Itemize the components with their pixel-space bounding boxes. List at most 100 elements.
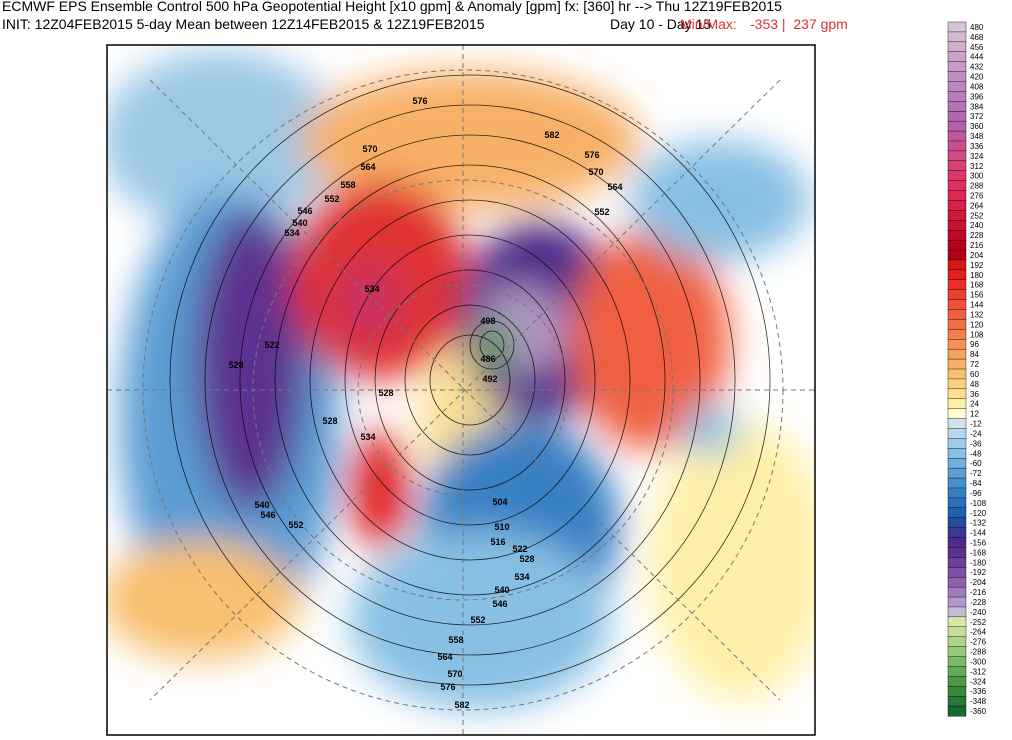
colorbar-label: -60 xyxy=(970,459,982,468)
colorbar-swatch xyxy=(947,140,967,152)
colorbar-label: 348 xyxy=(970,132,984,141)
colorbar-swatch xyxy=(947,210,967,221)
colorbar-label: -228 xyxy=(970,598,987,607)
colorbar-swatch xyxy=(947,626,967,638)
contour-label: 486 xyxy=(480,354,495,364)
colorbar-swatch xyxy=(947,438,967,449)
colorbar-swatch xyxy=(947,477,967,489)
colorbar-label: -132 xyxy=(970,519,987,528)
colorbar-swatch xyxy=(947,220,967,231)
contour-label: 564 xyxy=(437,652,452,662)
colorbar-label: 480 xyxy=(970,23,984,32)
contour-label: 534 xyxy=(364,284,379,294)
colorbar-swatch xyxy=(947,388,967,400)
contour-label: 528 xyxy=(228,360,243,370)
colorbar-label: -360 xyxy=(970,707,987,716)
colorbar-label: -336 xyxy=(970,687,987,696)
colorbar-label: 156 xyxy=(970,291,984,300)
subtitle-line: INIT: 12Z04FEB2015 5-day Mean between 12… xyxy=(2,16,485,32)
colorbar-label: 48 xyxy=(970,380,979,389)
colorbar-label: 288 xyxy=(970,182,984,191)
contour-label: 576 xyxy=(440,682,455,692)
colorbar-label: 312 xyxy=(970,162,984,171)
colorbar-swatch xyxy=(947,170,967,182)
colorbar-label: 372 xyxy=(970,112,984,121)
contour-label: 552 xyxy=(470,615,485,625)
contour-label: 504 xyxy=(492,497,507,507)
colorbar-swatch xyxy=(947,329,967,340)
contour-label: 528 xyxy=(519,554,534,564)
colorbar-swatch xyxy=(947,309,967,320)
colorbar-swatch xyxy=(947,705,967,717)
colorbar-label: -348 xyxy=(970,697,987,706)
contour-label: 576 xyxy=(412,96,427,106)
contour-label: 570 xyxy=(362,144,377,154)
colorbar-swatch xyxy=(947,695,967,707)
colorbar-swatch xyxy=(947,428,967,439)
colorbar-swatch xyxy=(947,120,967,132)
colorbar-swatch xyxy=(947,676,967,687)
colorbar-swatch xyxy=(947,487,967,499)
contour-label: 558 xyxy=(340,180,355,190)
colorbar-swatch xyxy=(947,517,967,529)
contour-label: 564 xyxy=(607,182,622,192)
colorbar-swatch xyxy=(947,130,967,142)
colorbar-label: 120 xyxy=(970,320,984,329)
contour-label: 570 xyxy=(447,669,462,679)
colorbar-swatch xyxy=(947,91,967,102)
colorbar-label: 216 xyxy=(970,241,984,250)
colorbar-label: 132 xyxy=(970,310,984,319)
colorbar-swatch xyxy=(947,586,967,598)
colorbar-swatch xyxy=(947,61,967,73)
contour-label: 546 xyxy=(260,510,275,520)
colorbar-swatch xyxy=(947,348,967,360)
contour-label: 522 xyxy=(512,544,527,554)
colorbar-label: 324 xyxy=(970,152,984,161)
colorbar-label: -312 xyxy=(970,667,987,676)
colorbar-label: -36 xyxy=(970,439,982,448)
contour-label: 528 xyxy=(378,388,393,398)
contour-label: 522 xyxy=(264,340,279,350)
colorbar-label: -156 xyxy=(970,539,987,548)
contour-label: 534 xyxy=(284,228,299,238)
colorbar-swatch xyxy=(947,368,967,380)
day-range: Day 10 - Day 15 xyxy=(610,16,712,32)
colorbar-label: -24 xyxy=(970,429,982,438)
colorbar-label: 168 xyxy=(970,281,984,290)
colorbar-swatch xyxy=(947,458,967,469)
colorbar-swatch xyxy=(947,557,967,568)
contour-label: 534 xyxy=(360,432,375,442)
title-line: ECMWF EPS Ensemble Control 500 hPa Geopo… xyxy=(2,0,782,14)
colorbar-swatch xyxy=(947,319,967,330)
contour-label: 492 xyxy=(482,374,497,384)
colorbar-label: 84 xyxy=(970,350,979,359)
colorbar-swatch xyxy=(947,408,967,420)
colorbar-swatch xyxy=(947,448,967,459)
colorbar-label: -276 xyxy=(970,638,987,647)
colorbar-label: -300 xyxy=(970,657,987,666)
colorbar-swatch xyxy=(947,577,967,588)
contour-label: 552 xyxy=(324,194,339,204)
colorbar-label: 12 xyxy=(970,410,979,419)
colorbar-label: -252 xyxy=(970,618,987,627)
colorbar-swatch xyxy=(947,160,967,172)
contour-label: 564 xyxy=(360,162,375,172)
colorbar-swatch xyxy=(947,71,967,82)
colorbar-swatch xyxy=(947,150,967,162)
colorbar-label: 228 xyxy=(970,231,984,240)
colorbar-swatch xyxy=(947,636,967,648)
colorbar-label: 420 xyxy=(970,73,984,82)
colorbar-swatch xyxy=(947,21,967,33)
colorbar-swatch xyxy=(947,239,967,251)
colorbar-swatch xyxy=(947,467,967,479)
colorbar-swatch xyxy=(947,378,967,390)
colorbar-label: -96 xyxy=(970,489,982,498)
colorbar-label: -204 xyxy=(970,578,987,587)
colorbar-label: -12 xyxy=(970,420,982,429)
colorbar-label: 36 xyxy=(970,390,979,399)
map-frame xyxy=(106,44,816,736)
colorbar-swatch xyxy=(947,180,967,192)
colorbar-swatch xyxy=(947,229,967,241)
colorbar-label: -240 xyxy=(970,608,987,617)
colorbar-label: -180 xyxy=(970,558,987,567)
